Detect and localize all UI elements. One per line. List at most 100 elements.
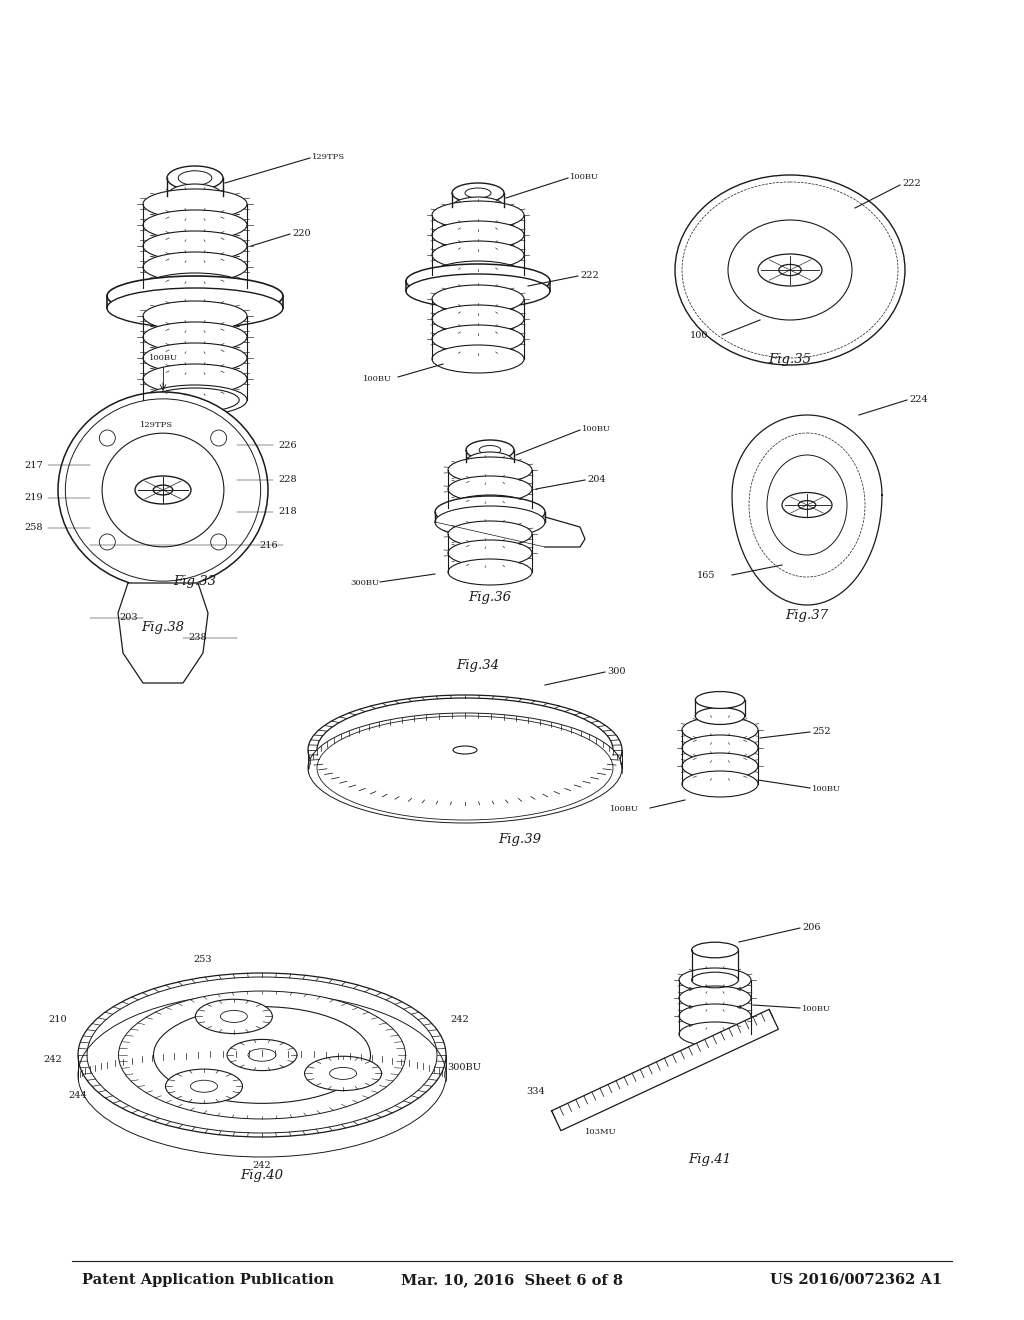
Ellipse shape (143, 343, 247, 374)
Ellipse shape (682, 752, 758, 779)
Polygon shape (552, 1010, 778, 1131)
Text: 203: 203 (120, 614, 138, 623)
Text: 300BU: 300BU (447, 1063, 481, 1072)
Text: 334: 334 (526, 1088, 545, 1097)
Text: 238: 238 (188, 634, 207, 643)
Ellipse shape (466, 451, 514, 473)
Text: Fig.39: Fig.39 (499, 833, 542, 846)
Ellipse shape (166, 1069, 243, 1104)
Ellipse shape (87, 977, 437, 1133)
Ellipse shape (317, 698, 613, 803)
Text: Fig.41: Fig.41 (688, 1154, 731, 1167)
Ellipse shape (435, 496, 545, 528)
Text: 100BU: 100BU (812, 785, 841, 793)
Text: Fig.40: Fig.40 (241, 1168, 284, 1181)
Ellipse shape (143, 231, 247, 261)
Text: 218: 218 (278, 507, 297, 516)
Ellipse shape (135, 477, 191, 504)
Ellipse shape (782, 492, 831, 517)
Text: 165: 165 (697, 572, 716, 581)
Ellipse shape (449, 540, 532, 566)
Text: Fig.38: Fig.38 (141, 622, 184, 635)
Ellipse shape (143, 273, 247, 304)
Ellipse shape (432, 201, 524, 228)
Ellipse shape (695, 692, 744, 709)
Polygon shape (118, 583, 208, 682)
Ellipse shape (196, 999, 272, 1034)
Ellipse shape (143, 364, 247, 393)
Text: 100BU: 100BU (802, 1005, 831, 1012)
Text: 100BU: 100BU (582, 425, 611, 433)
Ellipse shape (691, 942, 738, 958)
Ellipse shape (58, 392, 268, 587)
Text: Mar. 10, 2016  Sheet 6 of 8: Mar. 10, 2016 Sheet 6 of 8 (401, 1272, 623, 1287)
Ellipse shape (308, 713, 622, 822)
Text: 129TPS: 129TPS (312, 153, 345, 161)
Ellipse shape (449, 521, 532, 546)
Text: 220: 220 (292, 228, 310, 238)
Text: 222: 222 (902, 180, 921, 189)
Ellipse shape (466, 440, 514, 459)
Text: 300: 300 (607, 667, 626, 676)
Text: 226: 226 (278, 441, 297, 450)
Ellipse shape (452, 183, 504, 203)
Text: 244: 244 (69, 1090, 87, 1100)
Text: 100BU: 100BU (570, 173, 599, 181)
Ellipse shape (679, 968, 751, 993)
Ellipse shape (695, 708, 744, 725)
Ellipse shape (143, 301, 247, 331)
Text: 219: 219 (25, 494, 43, 503)
Text: 258: 258 (25, 524, 43, 532)
Ellipse shape (432, 345, 524, 374)
Ellipse shape (227, 1039, 297, 1071)
Ellipse shape (682, 771, 758, 797)
Text: 206: 206 (802, 923, 820, 932)
Ellipse shape (106, 288, 283, 327)
Text: 242: 242 (450, 1015, 469, 1024)
Ellipse shape (449, 477, 532, 502)
Text: 100BU: 100BU (148, 354, 177, 362)
Ellipse shape (679, 1005, 751, 1028)
Text: 210: 210 (48, 1015, 67, 1024)
Ellipse shape (432, 285, 524, 313)
Ellipse shape (435, 506, 545, 539)
Ellipse shape (432, 220, 524, 249)
Ellipse shape (679, 986, 751, 1010)
Text: 129TPS: 129TPS (140, 421, 173, 429)
Ellipse shape (119, 991, 406, 1119)
Ellipse shape (167, 183, 223, 209)
Ellipse shape (682, 717, 758, 743)
Ellipse shape (728, 220, 852, 319)
Text: 252: 252 (812, 726, 830, 735)
Ellipse shape (432, 261, 524, 289)
Ellipse shape (143, 252, 247, 282)
Text: Fig.35: Fig.35 (768, 354, 811, 367)
Ellipse shape (143, 385, 247, 414)
Ellipse shape (767, 455, 847, 554)
Ellipse shape (449, 558, 532, 585)
Ellipse shape (406, 275, 550, 308)
Ellipse shape (106, 276, 283, 315)
Ellipse shape (432, 242, 524, 269)
Ellipse shape (406, 264, 550, 298)
Ellipse shape (679, 1022, 751, 1045)
Text: Patent Application Publication: Patent Application Publication (82, 1272, 334, 1287)
Text: 217: 217 (25, 461, 43, 470)
Text: Fig.33: Fig.33 (173, 576, 216, 589)
Text: Fig.36: Fig.36 (469, 591, 512, 605)
Text: 300BU: 300BU (350, 579, 379, 587)
Ellipse shape (449, 495, 532, 521)
Text: 100: 100 (690, 331, 709, 341)
Ellipse shape (154, 1007, 371, 1104)
Text: US 2016/0072362 A1: US 2016/0072362 A1 (770, 1272, 942, 1287)
Text: 204: 204 (587, 474, 605, 483)
Text: 100BU: 100BU (362, 375, 392, 383)
Text: 222: 222 (580, 272, 599, 281)
Text: 224: 224 (909, 395, 928, 404)
Ellipse shape (151, 388, 240, 412)
Text: 242: 242 (43, 1056, 62, 1064)
Text: 242: 242 (252, 1160, 270, 1170)
Ellipse shape (167, 166, 223, 190)
Ellipse shape (675, 176, 905, 366)
Text: Fig.37: Fig.37 (785, 609, 828, 622)
